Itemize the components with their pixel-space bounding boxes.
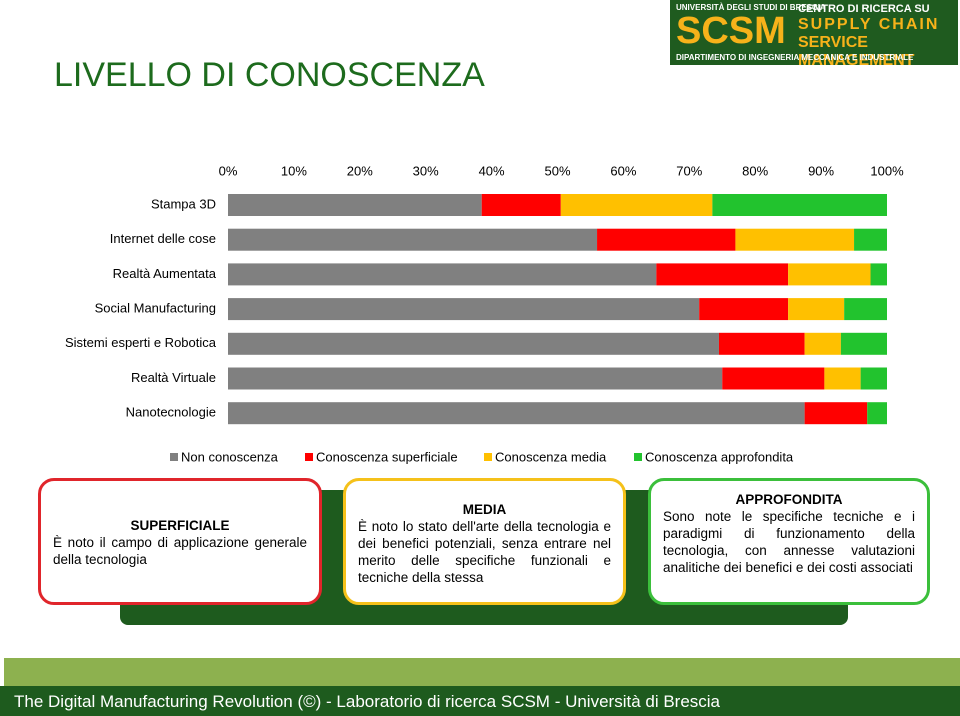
logo-department: DIPARTIMENTO DI INGEGNERIA MECCANICA E I… [676, 53, 914, 62]
legend-label: Conoscenza media [495, 449, 607, 464]
footer-band [4, 658, 960, 686]
info-box: APPROFONDITA Sono note le specifiche tec… [648, 478, 930, 605]
box-title: APPROFONDITA [735, 492, 843, 507]
bar-segment [228, 298, 700, 321]
x-tick-label: 90% [808, 163, 834, 178]
bar-segment [718, 332, 805, 355]
box-title: SUPERFICIALE [130, 518, 230, 533]
footer-text: The Digital Manufacturing Revolution (©)… [14, 692, 721, 711]
legend-swatch [634, 453, 642, 461]
bar-segment [867, 402, 887, 425]
x-tick-label: 80% [742, 163, 768, 178]
x-tick-label: 40% [479, 163, 505, 178]
bar-segment [824, 367, 861, 390]
y-tick-label: Nanotecnologie [126, 405, 216, 420]
logo-line: SUPPLY CHAIN [798, 16, 940, 33]
bar-segment [656, 263, 789, 286]
logo-line: SERVICE MANAGEMENT [798, 34, 915, 69]
bar-segment [854, 228, 887, 251]
x-tick-label: 100% [870, 163, 904, 178]
y-tick-label: Sistemi esperti e Robotica [65, 335, 217, 350]
bar-segment [560, 194, 713, 216]
y-tick-label: Realtà Virtuale [131, 370, 216, 385]
y-tick-label: Internet delle cose [110, 231, 216, 246]
x-tick-label: 20% [347, 163, 373, 178]
bar-segment [228, 332, 719, 355]
x-tick-label: 60% [610, 163, 636, 178]
x-tick-label: 10% [281, 163, 307, 178]
bar-segment [722, 367, 825, 390]
bar-segment [228, 367, 723, 390]
logo-university: UNIVERSITÀ DEGLI STUDI DI BRESCIA [676, 3, 826, 12]
y-tick-label: Stampa 3D [151, 196, 216, 211]
x-tick-label: 0% [219, 163, 238, 178]
x-tick-label: 50% [544, 163, 570, 178]
box-text: È noto il campo di applicazione generale… [53, 535, 307, 567]
y-tick-label: Social Manufacturing [95, 301, 216, 316]
bar-segment [228, 194, 482, 216]
bar-segment [788, 298, 845, 321]
bar-segment [804, 332, 841, 355]
chart: 0% 10% 20% 30% 40% 50% 60% 70% 80% 90% 100% Stampa … [65, 163, 904, 464]
logo-acronym: SCSM [676, 10, 786, 52]
bar-segment [870, 263, 887, 286]
info-box: MEDIA È noto lo stato dell'arte della te… [343, 478, 626, 605]
title: LIVELLO DI CONOSCENZA [54, 56, 485, 94]
footer: The Digital Manufacturing Revolution (©)… [0, 686, 960, 716]
info-box: SUPERFICIALE È noto il campo di applicaz… [38, 478, 322, 605]
x-tick-label: 30% [413, 163, 439, 178]
bar-segment [712, 194, 887, 216]
legend-label: Conoscenza approfondita [645, 449, 794, 464]
logo-line: CENTRO DI RICERCA SU [798, 3, 930, 15]
bar-segment [804, 402, 868, 425]
x-tick-label: 70% [676, 163, 702, 178]
bar-segment [228, 228, 598, 251]
legend-label: Non conoscenza [181, 449, 279, 464]
bar-segment [788, 263, 871, 286]
bar-segment [597, 228, 736, 251]
bar-segment [840, 332, 887, 355]
box-text: È noto lo stato dell'arte della tecnolog… [358, 519, 611, 585]
legend-swatch [484, 453, 492, 461]
bar-segment [735, 228, 855, 251]
legend-swatch [305, 453, 313, 461]
legend-label: Conoscenza superficiale [316, 449, 458, 464]
bar-segment [860, 367, 887, 390]
bar-segment [699, 298, 789, 321]
logo: UNIVERSITÀ DEGLI STUDI DI BRESCIA SCSM C… [670, 0, 958, 69]
bar-segment [228, 263, 657, 286]
bar-segment [228, 402, 805, 425]
box-text: Sono note le specifiche tecniche e i par… [663, 509, 915, 575]
legend-swatch [170, 453, 178, 461]
bar-segment [481, 194, 561, 216]
y-tick-label: Realtà Aumentata [113, 266, 217, 281]
bar-segment [844, 298, 887, 321]
box-title: MEDIA [462, 502, 507, 517]
